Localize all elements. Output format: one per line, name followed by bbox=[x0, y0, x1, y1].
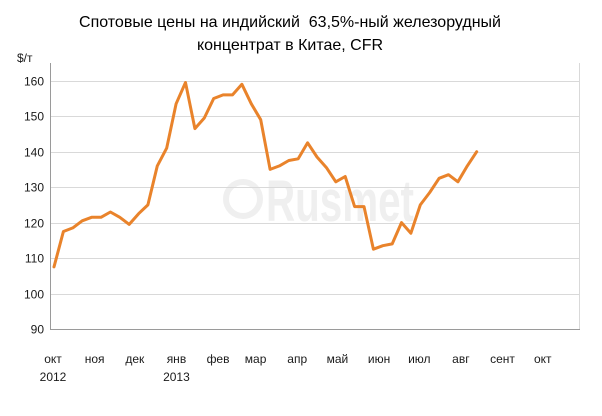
x-tick-label: май bbox=[327, 352, 349, 366]
y-tick-label: 100 bbox=[24, 288, 44, 302]
x-tick-label: апр bbox=[287, 352, 307, 366]
x-tick-label: окт bbox=[534, 352, 552, 366]
rusmet-watermark: Rusmet bbox=[223, 169, 414, 234]
chart-title: Спотовые цены на индийский 63,5%-ный жел… bbox=[0, 11, 580, 57]
y-tick-labels: 160 150 140 130 120 110 100 90 bbox=[24, 75, 44, 337]
y-tick-label: 120 bbox=[24, 217, 44, 231]
x-tick-label: ноя bbox=[85, 352, 105, 366]
x-tick-label: авг bbox=[452, 352, 470, 366]
x-tick-label: дек bbox=[125, 352, 145, 366]
chart-title-line-1: Спотовые цены на индийский 63,5%-ный жел… bbox=[79, 14, 501, 31]
x-tick-label: июн bbox=[368, 352, 390, 366]
x-tick-label: янв bbox=[167, 352, 187, 366]
x-tick-labels: окт 2012 ноя дек янв 2013 фев мар апр май июн июл ав… bbox=[40, 352, 552, 384]
chart-title-line-2: концентрат в Китае, CFR bbox=[196, 37, 384, 54]
x-tick-label: мар bbox=[245, 352, 267, 366]
x-year-label: 2012 bbox=[40, 370, 67, 384]
y-tick-label: 90 bbox=[31, 323, 45, 337]
series bbox=[52, 81, 479, 269]
y-tick-label: 110 bbox=[25, 252, 44, 266]
y-tick-label: 140 bbox=[24, 146, 44, 160]
y-tick-label: 160 bbox=[24, 75, 44, 89]
y-axis-unit-label: $/т bbox=[17, 51, 33, 65]
axes bbox=[50, 63, 580, 330]
y-tick-label: 130 bbox=[24, 181, 44, 195]
rusmet-logo-icon bbox=[223, 179, 263, 219]
x-tick-label: июл bbox=[408, 352, 430, 366]
x-tick-label: сент bbox=[490, 352, 515, 366]
x-year-label: 2013 bbox=[163, 370, 190, 384]
y-tick-label: 150 bbox=[24, 110, 44, 124]
x-tick-label: фев bbox=[207, 352, 230, 366]
gridlines bbox=[50, 81, 580, 295]
series-line bbox=[52, 81, 479, 269]
x-tick-label: окт bbox=[44, 352, 62, 366]
